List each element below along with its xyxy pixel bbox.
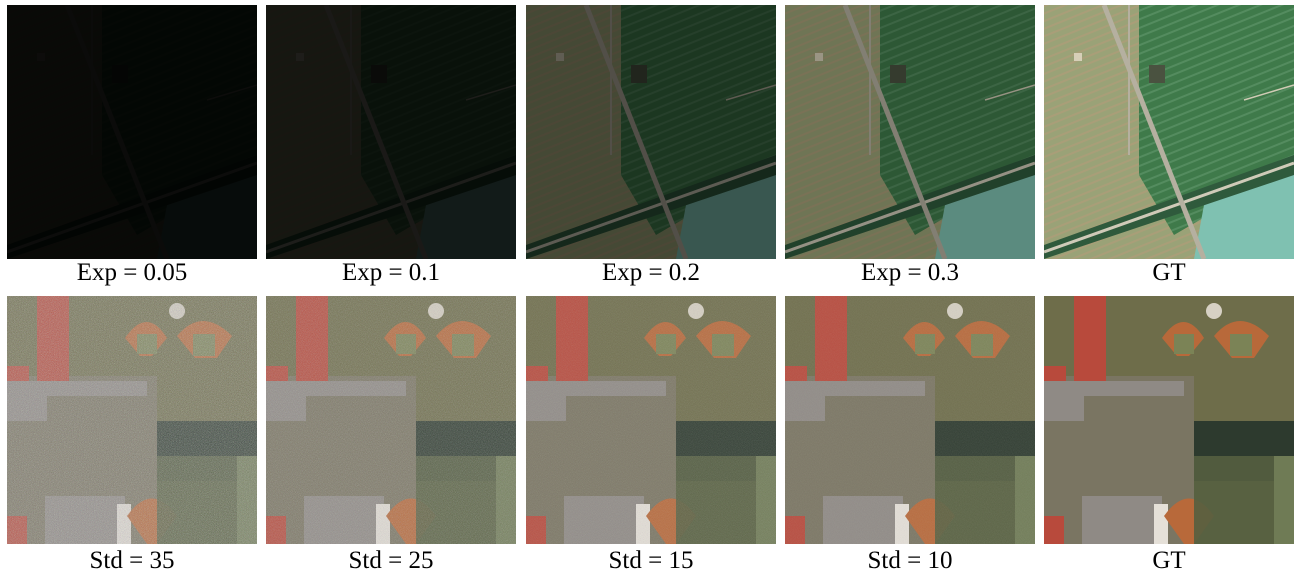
panel-caption: Std = 10 [867,547,953,574]
exposure-panel: Exp = 0.3 [785,0,1035,288]
noise-panel: Std = 35 [7,288,257,576]
noise-row: Std = 35 Std = 25 [0,288,1294,576]
panel-caption: Std = 25 [348,547,434,574]
panel-caption: Exp = 0.1 [341,259,441,286]
exposure-row: Exp = 0.05 Exp = 0.1 [0,0,1294,288]
exposure-panel: Exp = 0.05 [7,0,257,288]
ballpark-image [785,296,1035,544]
exposure-panel: Exp = 0.1 [266,0,516,288]
noise-panel: Std = 10 [785,288,1035,576]
farmland-image [266,5,516,259]
panel-caption: Std = 15 [608,547,694,574]
panel-caption: Exp = 0.05 [76,259,188,286]
ballpark-image [266,296,516,544]
noise-panel: Std = 25 [266,288,516,576]
noise-panel: Std = 15 [526,288,776,576]
panel-caption: Exp = 0.2 [601,259,701,286]
farmland-image [1044,5,1294,259]
panel-caption: Std = 35 [89,547,175,574]
farmland-image [785,5,1035,259]
ballpark-image [1044,296,1294,544]
farmland-image [526,5,776,259]
ballpark-image [526,296,776,544]
exposure-panel: GT [1044,0,1294,288]
noise-panel: GT [1044,288,1294,576]
farmland-image [7,5,257,259]
panel-caption: GT [1152,259,1186,286]
ballpark-image [7,296,257,544]
panel-caption: GT [1152,547,1186,574]
panel-caption: Exp = 0.3 [860,259,960,286]
exposure-panel: Exp = 0.2 [526,0,776,288]
